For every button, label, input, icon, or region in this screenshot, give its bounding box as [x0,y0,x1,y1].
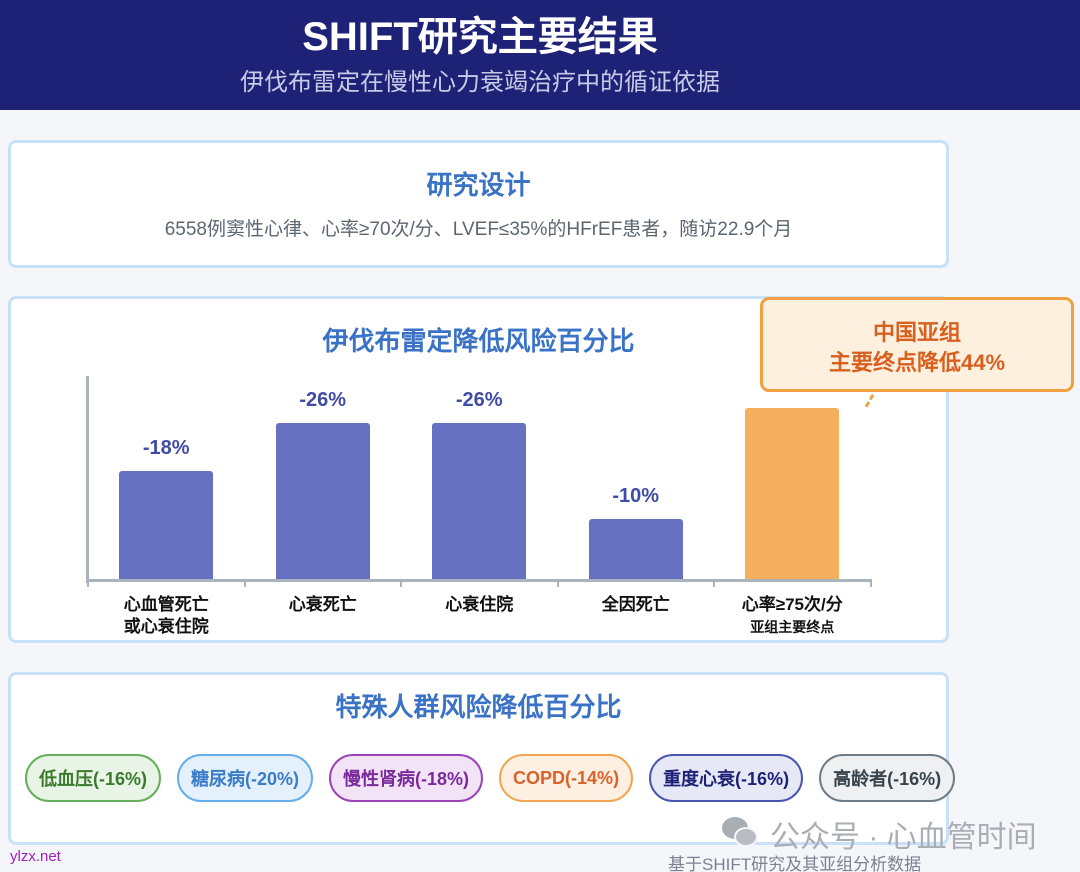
group-pill: 慢性肾病(-18%) [329,754,484,802]
group-pill: COPD(-14%) [499,754,634,802]
study-design-title: 研究设计 [426,170,531,200]
group-pill: 重度心衰(-16%) [649,754,804,802]
special-groups-title: 特殊人群风险降低百分比 [335,692,622,722]
bar-value-label: -10% [612,485,660,507]
category-label: 心血管死亡 或心衰住院 [123,595,209,636]
footer-note: 基于SHIFT研究及其亚组分析数据 [668,855,922,872]
bar [745,408,840,579]
group-pill-list: 低血压(-16%) 糖尿病(-20%) 慢性肾病(-18%) COPD(-14%) 重度… [25,754,956,802]
x-axis-tick [869,579,872,587]
special-groups-card: 特殊人群风险降低百分比 低血压(-16%) 糖尿病(-20%) 慢性肾病(-18%)… [8,672,956,845]
bar [588,519,683,579]
chart-title: 伊伐布雷定降低风险百分比 [322,326,635,356]
category-label: 心衰死亡 [288,595,357,614]
x-axis-tick [400,579,402,587]
study-design-description: 6558例窦性心律、心率≥70次/分、LVEF≤35%的HFrEF患者，随访22… [164,219,793,240]
wechat-icon [722,817,762,851]
bar [119,471,214,579]
callout-line1: 中国亚组 [872,320,961,345]
category-label: 全因死亡 [601,595,670,614]
header-banner: SHIFT研究主要结果 伊伐布雷定在慢性心力衰竭治疗中的循证依据 [0,0,1080,110]
x-axis-tick [243,579,246,587]
bar-value-label: -26% [455,389,503,411]
watermark-text: 公众号 · 心血管时间 [770,821,1037,854]
x-axis [86,579,870,582]
page-subtitle: 伊伐布雷定在慢性心力衰竭治疗中的循证依据 [240,69,720,96]
y-axis [86,376,89,583]
study-design-card: 研究设计 6558例窦性心律、心率≥70次/分、LVEF≤35%的HFrEF患者… [8,140,949,268]
site-watermark: ylzx.net [10,848,61,865]
bar-value-label: -18% [142,437,190,459]
china-subgroup-callout: 中国亚组 主要终点降低44% [760,297,1074,392]
x-axis-tick [556,579,559,587]
bar-value-label: -26% [299,389,347,411]
group-pill: 低血压(-16%) [25,754,162,802]
x-axis-tick [87,579,89,587]
bar [432,423,527,579]
group-pill: 糖尿病(-20%) [177,754,314,802]
bar [275,423,370,579]
page-title: SHIFT研究主要结果 [302,15,658,59]
callout-line2: 主要终点降低44% [828,350,1006,375]
group-pill: 高龄者(-16%) [819,754,956,802]
category-label: 心衰住院 [445,595,514,614]
watermark: 公众号 · 心血管时间 [722,812,1037,856]
category-label: 心率≥75次/分 亚组主要终点 [741,595,843,635]
x-axis-tick [713,579,715,587]
